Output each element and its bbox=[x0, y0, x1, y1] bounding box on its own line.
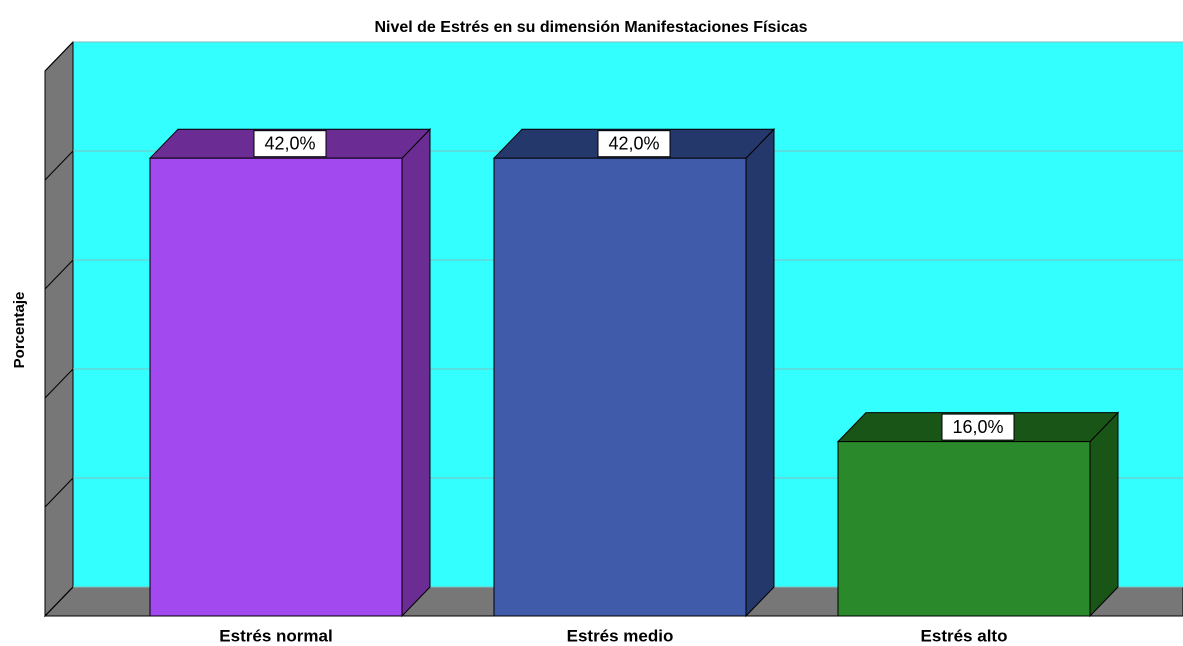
side-wall bbox=[44, 40, 74, 618]
bar-side bbox=[401, 127, 431, 618]
value-label-box bbox=[941, 413, 1015, 441]
y-axis-label: Porcentaje bbox=[11, 292, 28, 369]
grid-line-side bbox=[44, 259, 74, 290]
bar-side bbox=[1089, 411, 1119, 618]
bar bbox=[837, 441, 1091, 617]
value-label: 42,0% bbox=[608, 133, 659, 153]
x-tick-label: Estrés alto bbox=[921, 626, 1008, 645]
value-label-box bbox=[597, 130, 671, 158]
grid-line-side bbox=[44, 368, 74, 399]
value-label-box bbox=[253, 130, 327, 158]
grid-line-side bbox=[44, 150, 74, 181]
bar bbox=[149, 157, 403, 617]
grid-line-side bbox=[44, 41, 74, 72]
chart-title: Nivel de Estrés en su dimensión Manifest… bbox=[374, 19, 807, 36]
grid-line-side bbox=[44, 477, 74, 508]
value-label: 16,0% bbox=[952, 417, 1003, 437]
grid-line-side bbox=[44, 586, 74, 617]
bar-side bbox=[745, 127, 775, 618]
value-label: 42,0% bbox=[264, 133, 315, 153]
bar bbox=[493, 157, 747, 617]
x-tick-label: Estrés medio bbox=[567, 626, 674, 645]
x-tick-label: Estrés normal bbox=[219, 626, 332, 645]
